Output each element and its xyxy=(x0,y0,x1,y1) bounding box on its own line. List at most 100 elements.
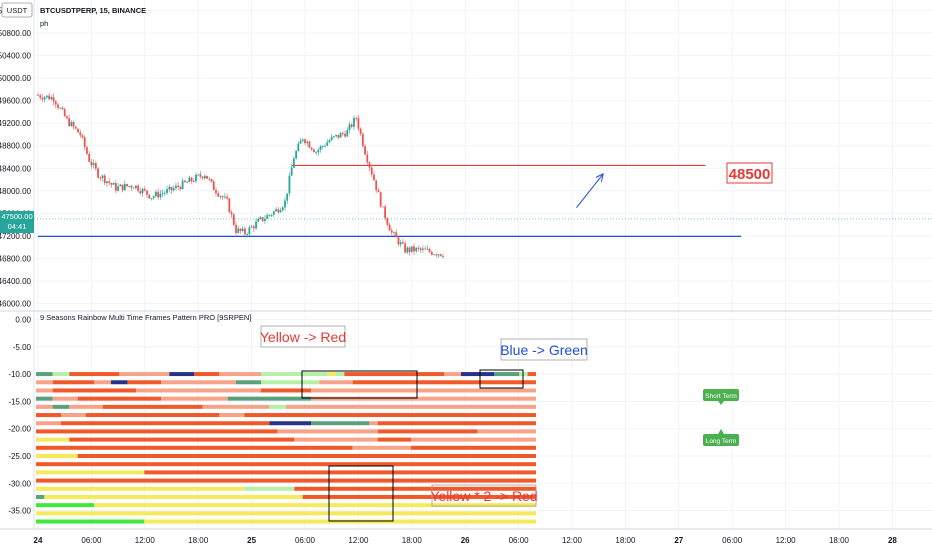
heatmap-segment xyxy=(527,372,536,377)
arrow-head xyxy=(595,172,604,182)
candle-body xyxy=(295,151,297,159)
candle-body xyxy=(155,191,157,197)
heatmap-segment xyxy=(144,519,537,524)
target-annotation: 48500 xyxy=(726,162,773,184)
candle-body xyxy=(50,97,53,100)
candle-body xyxy=(337,134,340,138)
heatmap-segment xyxy=(52,380,95,385)
heatmap-segment xyxy=(102,404,203,409)
candle-body xyxy=(277,209,280,213)
rainbow-heatmap xyxy=(36,372,537,524)
price-tick-label: 46800.00 xyxy=(0,254,32,263)
candle-body xyxy=(264,218,266,221)
candle-body xyxy=(135,185,137,189)
candle-body xyxy=(103,175,106,184)
candle-body xyxy=(139,191,142,194)
candle-body xyxy=(268,214,271,216)
heatmap-segment xyxy=(411,445,536,450)
candle-body xyxy=(77,128,79,133)
heatmap-segment xyxy=(36,470,145,475)
heatmap-segment xyxy=(36,437,70,442)
heatmap-segment xyxy=(219,372,261,377)
heatmap-segment xyxy=(36,380,53,385)
candle-body xyxy=(110,183,113,185)
price-badge-countdown: 04:41 xyxy=(8,222,27,231)
candle-body xyxy=(288,175,291,194)
candle-body xyxy=(106,181,108,184)
heatmap-segment xyxy=(311,388,536,393)
time-tick-label: 28 xyxy=(888,536,897,545)
heatmap-segment xyxy=(69,437,295,442)
heatmap-segment xyxy=(52,404,70,409)
yellow2-red-label: Yellow * 2 -> Red xyxy=(430,488,537,504)
candle-body xyxy=(190,177,193,182)
heatmap-segment xyxy=(86,413,220,418)
time-tick-label: 18:00 xyxy=(829,536,850,545)
heatmap-segment xyxy=(236,380,261,385)
candle-body xyxy=(384,206,386,219)
candle-body xyxy=(310,147,313,150)
time-tick-label: 18:00 xyxy=(615,536,636,545)
candle-body xyxy=(148,194,151,199)
heatmap-segment xyxy=(36,396,53,401)
candle-body xyxy=(292,158,295,168)
candle-body xyxy=(208,178,211,180)
heatmap-segment xyxy=(286,404,536,409)
candle-body xyxy=(333,136,335,138)
candle-body xyxy=(239,228,242,231)
price-tick-label: 49200.00 xyxy=(0,119,32,128)
candle-body xyxy=(183,180,186,182)
candle-body xyxy=(284,200,286,208)
candle-body xyxy=(192,181,195,182)
candle-body xyxy=(261,217,264,221)
time-tick-label: 25 xyxy=(247,536,256,545)
heatmap-segment xyxy=(36,454,78,458)
candle-body xyxy=(237,228,240,233)
candle-body xyxy=(402,242,404,244)
candle-body xyxy=(101,175,104,178)
candle-body xyxy=(386,218,389,225)
candle-body xyxy=(197,174,200,176)
short-term-badge: Short Term xyxy=(703,389,739,405)
currency-box[interactable] xyxy=(1,2,33,18)
candle-body xyxy=(426,249,429,250)
candle-body xyxy=(246,234,249,235)
candle-body xyxy=(163,192,166,194)
candle-body xyxy=(224,196,226,198)
price-tick-label: 48800.00 xyxy=(0,142,32,151)
candle-body xyxy=(404,243,407,253)
time-tick-label: 06:00 xyxy=(81,536,102,545)
candle-body xyxy=(143,188,146,191)
candle-body xyxy=(266,215,269,219)
candle-body xyxy=(161,193,164,195)
candle-body xyxy=(341,133,344,134)
candle-body xyxy=(297,143,300,152)
osc-tick-label: -30.00 xyxy=(8,479,31,488)
price-badge-value: 47500.00 xyxy=(1,212,32,221)
candle-body xyxy=(419,248,422,250)
candle-body xyxy=(442,255,444,257)
price-tick-label: 50400.00 xyxy=(0,52,32,61)
projection-arrow xyxy=(576,172,604,208)
time-tick-label: 24 xyxy=(34,536,43,545)
price-badge xyxy=(0,211,34,233)
heatmap-segment xyxy=(61,421,270,426)
heatmap-segment xyxy=(36,486,245,491)
candle-body xyxy=(350,124,353,127)
candle-body xyxy=(97,168,99,178)
candle-body xyxy=(54,101,57,105)
heatmap-segment xyxy=(277,429,378,434)
heatmap-segment xyxy=(352,445,411,450)
candle-body xyxy=(48,95,51,100)
heatmap-segment xyxy=(111,380,128,385)
heatmap-segment xyxy=(194,372,220,377)
candle-body xyxy=(408,247,411,252)
candle-body xyxy=(344,133,346,137)
candle-body xyxy=(137,185,140,192)
heatmap-segment xyxy=(261,380,320,385)
candle-body xyxy=(301,139,304,141)
candle-body xyxy=(177,185,180,187)
candle-body xyxy=(270,214,273,216)
candle-body xyxy=(212,181,215,191)
